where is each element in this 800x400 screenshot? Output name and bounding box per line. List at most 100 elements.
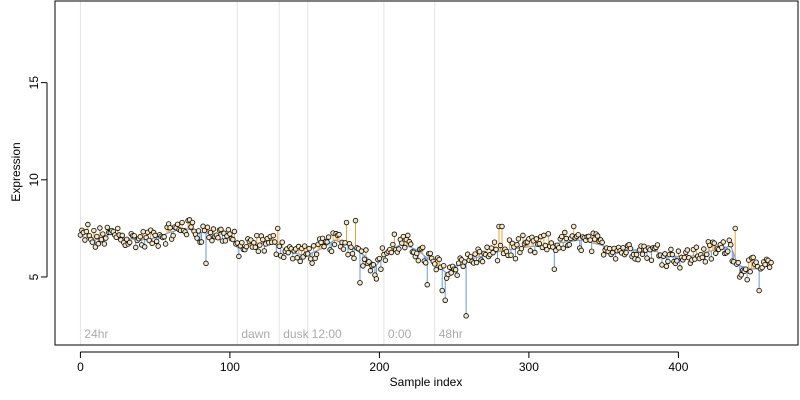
data-point xyxy=(131,233,137,239)
data-point xyxy=(415,257,421,264)
data-point xyxy=(499,223,505,230)
data-point xyxy=(174,221,181,228)
marker-label: 0:00 xyxy=(388,327,412,341)
data-point xyxy=(367,268,374,274)
data-point xyxy=(488,245,495,251)
data-point xyxy=(423,260,429,266)
data-point xyxy=(189,219,196,226)
data-point xyxy=(152,232,158,239)
data-point xyxy=(207,229,214,236)
data-point xyxy=(588,248,595,255)
data-point xyxy=(493,246,499,253)
data-point xyxy=(319,235,326,242)
data-point xyxy=(556,245,562,251)
data-point xyxy=(578,247,584,254)
data-point xyxy=(358,248,365,254)
data-point xyxy=(467,254,474,260)
data-point xyxy=(331,241,338,248)
data-point xyxy=(439,287,445,294)
y-axis-label: Expression xyxy=(9,142,23,201)
data-point xyxy=(515,236,522,242)
data-point xyxy=(254,232,260,239)
data-point xyxy=(454,272,460,278)
data-point xyxy=(127,239,133,246)
data-point xyxy=(366,259,372,265)
data-point xyxy=(343,219,350,226)
data-point xyxy=(742,266,749,272)
data-point xyxy=(251,240,257,246)
data-point xyxy=(702,259,709,265)
data-point xyxy=(204,224,211,230)
data-point xyxy=(373,276,380,282)
data-point xyxy=(532,249,538,256)
data-point xyxy=(494,257,501,264)
data-point xyxy=(753,259,759,265)
data-point xyxy=(472,251,478,257)
data-point xyxy=(325,234,332,240)
data-point xyxy=(201,227,208,234)
x-tick-label: 300 xyxy=(519,360,539,374)
data-point xyxy=(215,235,221,241)
data-point xyxy=(304,251,311,257)
data-point xyxy=(533,236,540,242)
data-point xyxy=(85,221,91,228)
data-point xyxy=(725,248,731,255)
data-point xyxy=(239,239,245,246)
data-point xyxy=(275,225,281,232)
data-point xyxy=(281,254,287,261)
data-point xyxy=(693,244,700,250)
data-point xyxy=(155,243,161,249)
data-point xyxy=(479,258,486,265)
data-point xyxy=(732,225,738,232)
data-point xyxy=(340,246,347,252)
x-axis-label: Sample index xyxy=(390,375,463,389)
data-point xyxy=(179,219,185,226)
y-tick-label: 10 xyxy=(27,173,41,187)
data-point xyxy=(336,231,342,238)
data-point xyxy=(594,233,601,239)
data-point xyxy=(104,224,111,231)
data-point xyxy=(218,226,224,233)
data-point xyxy=(735,259,741,266)
data-point xyxy=(227,231,233,237)
data-point xyxy=(115,225,121,232)
data-point xyxy=(351,255,357,262)
data-point xyxy=(675,248,682,254)
data-point xyxy=(342,240,348,246)
data-point xyxy=(133,244,139,251)
data-point xyxy=(188,224,194,230)
data-point xyxy=(405,232,411,239)
data-point xyxy=(198,239,205,245)
data-point xyxy=(162,241,169,247)
data-point xyxy=(361,256,368,262)
data-point xyxy=(768,259,774,266)
data-point xyxy=(452,267,459,273)
marker-lines xyxy=(79,1,436,345)
x-tick-label: 200 xyxy=(369,360,389,374)
data-point xyxy=(536,241,543,247)
data-point xyxy=(720,239,726,245)
data-point xyxy=(644,255,650,261)
data-point xyxy=(349,250,356,257)
data-point xyxy=(461,259,468,265)
points xyxy=(77,217,774,319)
data-point xyxy=(306,245,312,252)
data-point xyxy=(357,280,363,286)
data-point xyxy=(297,258,303,265)
data-point xyxy=(726,237,732,243)
data-point xyxy=(681,254,688,261)
data-point xyxy=(704,251,710,258)
data-point xyxy=(301,243,308,249)
data-point xyxy=(230,236,236,243)
data-point xyxy=(137,234,143,240)
data-point xyxy=(713,250,719,256)
data-point xyxy=(390,241,396,248)
data-point xyxy=(310,243,317,249)
data-point xyxy=(560,245,566,251)
data-point xyxy=(518,245,525,252)
data-point xyxy=(514,242,520,248)
x-axis: 0 100 200 300 400 xyxy=(77,351,689,374)
data-point xyxy=(352,217,359,224)
data-point xyxy=(648,257,655,263)
data-point xyxy=(612,256,619,262)
